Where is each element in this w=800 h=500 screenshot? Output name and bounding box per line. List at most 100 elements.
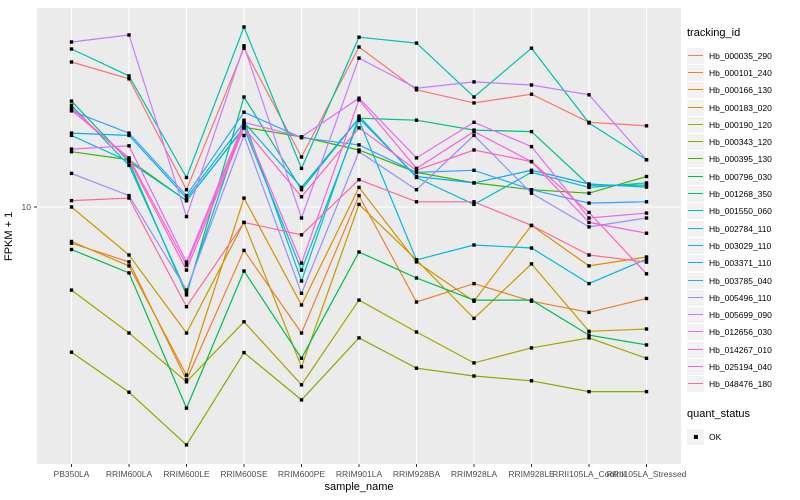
data-point [127, 144, 131, 148]
legend-item-label: Hb_000395_130 [709, 154, 772, 165]
data-point [472, 281, 476, 286]
legend-key-icon [687, 358, 704, 375]
legend-item-label: Hb_014267_010 [709, 344, 772, 355]
series-color-line-icon [688, 365, 703, 367]
legend-item: Hb_000101_240 [687, 64, 799, 81]
data-point [184, 214, 189, 219]
data-point [414, 170, 419, 175]
data-point [184, 263, 189, 267]
data-point [587, 185, 591, 190]
data-point [357, 193, 361, 198]
legend-key-icon [687, 64, 704, 81]
data-point [414, 276, 419, 280]
data-point [127, 74, 131, 78]
data-point [644, 216, 649, 220]
data-point [299, 383, 304, 387]
data-point [184, 260, 189, 264]
data-point [242, 350, 246, 355]
data-point [242, 220, 246, 225]
legend-item-label: Hb_003029_110 [709, 240, 772, 251]
series-color-line-icon [688, 54, 703, 56]
data-point [184, 378, 189, 382]
data-point [242, 123, 246, 127]
data-point [127, 260, 131, 264]
data-point [587, 220, 591, 225]
data-point [414, 188, 419, 192]
data-point [357, 150, 361, 154]
data-point [299, 279, 304, 283]
data-point [299, 195, 304, 199]
data-point [242, 120, 246, 124]
legend-item-label: Hb_005699_090 [709, 310, 772, 321]
data-point [69, 350, 74, 354]
legend-item: Hb_000343_120 [687, 133, 799, 151]
data-point [184, 305, 189, 309]
data-point [414, 174, 419, 179]
legend-item-quant-ok: OK [687, 428, 799, 445]
legend-items-list: Hb_000035_290 Hb_000101_240 Hb_000166_130 H… [687, 47, 799, 393]
data-point [299, 233, 304, 237]
square-point-icon [693, 434, 698, 439]
data-point [529, 92, 534, 96]
data-point [472, 316, 476, 321]
data-point [414, 260, 419, 264]
legend-key-icon [687, 376, 704, 393]
data-point [184, 290, 189, 294]
data-point [414, 168, 419, 172]
y-tick-label: 10 [22, 202, 32, 212]
data-point [472, 101, 476, 105]
data-point [242, 269, 246, 273]
data-point [127, 156, 131, 160]
data-point [414, 300, 419, 304]
data-point [587, 93, 591, 97]
data-point [644, 158, 649, 162]
legend-item-label: Hb_001550_060 [709, 206, 772, 217]
data-point [357, 202, 361, 207]
legend-item-label: Hb_025194_040 [709, 361, 772, 372]
legend-key-icon [687, 134, 704, 151]
quant-ok-key-icon [687, 428, 704, 445]
data-point [357, 250, 361, 254]
data-point [357, 35, 361, 39]
data-point [414, 366, 419, 370]
legend-item-label: OK [709, 431, 722, 442]
data-point [184, 373, 189, 377]
data-point [644, 185, 649, 189]
legend-key-icon [687, 47, 704, 64]
data-point [184, 198, 189, 203]
data-point [299, 303, 304, 307]
series-points-Hb_005699_090 [69, 33, 649, 220]
data-point [587, 389, 591, 394]
legend-item-label: Hb_000166_130 [709, 85, 772, 96]
x-tick-label: PB350LA [54, 469, 90, 479]
legend-key-icon [687, 116, 704, 133]
data-point [587, 201, 591, 205]
data-point [69, 40, 74, 44]
data-point [184, 188, 189, 192]
data-point [184, 196, 189, 200]
data-point [69, 247, 74, 252]
data-point [299, 365, 304, 369]
data-point [472, 298, 476, 302]
data-point [644, 272, 649, 276]
data-point [357, 45, 361, 49]
legend-title-tracking-id: tracking_id [687, 27, 741, 39]
x-tick-label: RRIM600LE [163, 469, 210, 479]
data-point [69, 131, 74, 135]
data-point [472, 202, 476, 207]
data-point [242, 248, 246, 253]
series-points-Hb_005496_110 [69, 133, 649, 295]
data-point [127, 163, 131, 168]
data-point [127, 390, 131, 394]
data-point [414, 258, 419, 262]
data-point [242, 118, 246, 122]
data-point [644, 260, 649, 264]
data-point [587, 210, 591, 215]
data-point [472, 120, 476, 124]
legend-item: Hb_000796_030 [687, 168, 799, 185]
x-tick-label: RRII105LA_Control [552, 469, 626, 479]
data-point [587, 336, 591, 340]
data-point [587, 191, 591, 195]
data-point [357, 98, 361, 102]
legend-item: Hb_001550_060 [687, 203, 799, 220]
